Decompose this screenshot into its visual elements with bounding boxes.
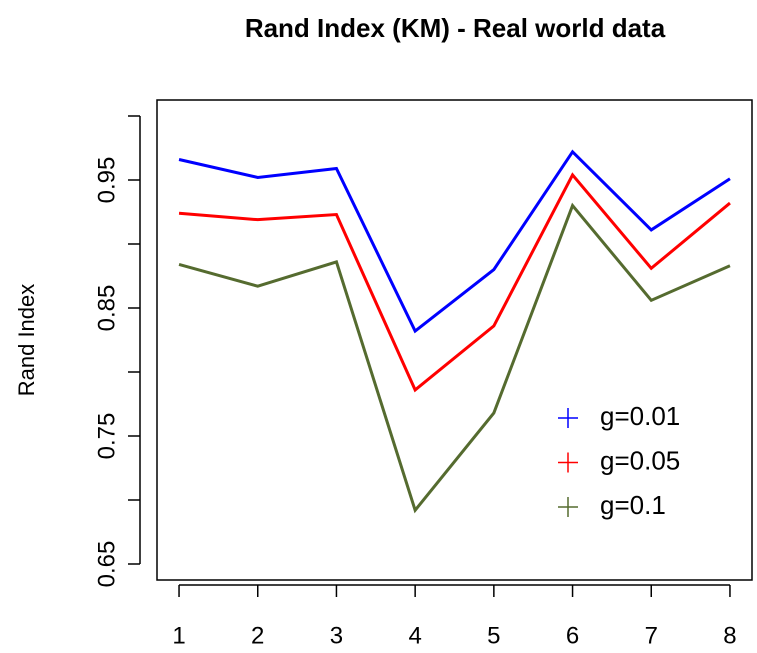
legend-marker <box>558 408 578 428</box>
series-line <box>178 149 731 334</box>
x-tick-label: 5 <box>487 622 500 649</box>
legend-label: g=0.01 <box>600 401 680 431</box>
legend-label: g=0.1 <box>600 490 666 520</box>
legend-marker <box>558 497 578 517</box>
x-tick-label: 4 <box>408 622 421 649</box>
x-tick-label: 6 <box>566 622 579 649</box>
y-tick-label: 0.85 <box>93 285 120 332</box>
chart-title: Rand Index (KM) - Real world data <box>245 13 666 43</box>
plot-frame <box>156 99 753 581</box>
x-tick-label: 8 <box>723 622 736 649</box>
x-tick-label: 2 <box>251 622 264 649</box>
legend-marker <box>558 452 578 473</box>
x-tick-label: 1 <box>172 622 185 649</box>
series-line <box>178 202 731 514</box>
y-axis-label: Rand Index <box>14 284 39 397</box>
y-tick-label: 0.65 <box>93 541 120 588</box>
x-tick-label: 3 <box>330 622 343 649</box>
series-line <box>178 172 731 393</box>
x-tick-label: 7 <box>645 622 658 649</box>
legend-label: g=0.05 <box>600 445 680 475</box>
y-tick-label: 0.95 <box>93 157 120 204</box>
y-tick-label: 0.75 <box>93 413 120 460</box>
